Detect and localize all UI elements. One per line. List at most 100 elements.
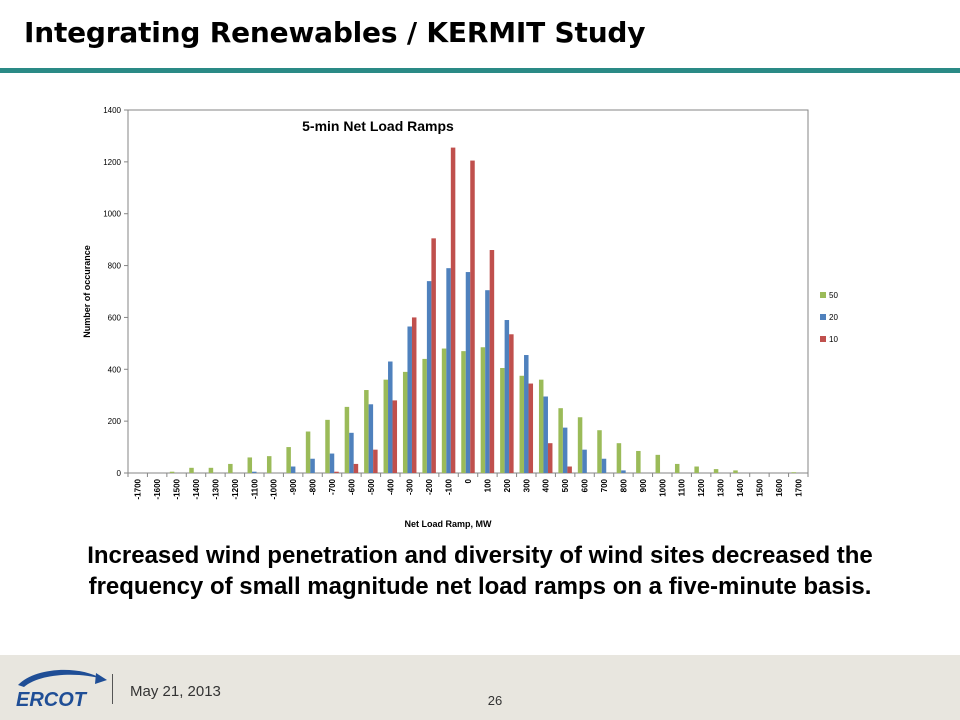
x-tick-label: -800 [309,478,318,495]
y-tick-label: 0 [117,469,122,478]
bar-20-gw [562,427,568,473]
bar-50-gw [325,419,330,473]
x-tick-label: -400 [386,478,395,495]
legend-label: 10 GW (2011) [829,335,840,344]
x-tick-label: -1100 [250,478,259,499]
bar-50-gw [519,375,525,473]
x-tick-label: 1200 [697,478,706,496]
title-rule [0,68,960,73]
x-tick-label: 1500 [755,478,764,496]
bar-10-gw-2011 [334,471,339,473]
x-tick-label: -1600 [153,478,162,499]
bar-20-gw [329,453,335,473]
logo-text: ERCOT [16,689,88,709]
bar-20-gw [290,466,296,473]
bar-50-gw [558,408,563,473]
footer-date: May 21, 2013 [130,683,221,700]
bar-50-gw [577,417,583,473]
x-tick-label: -1300 [211,478,220,499]
x-tick-label: -1400 [192,478,201,499]
bar-50-gw [422,358,427,473]
bar-50-gw [364,390,369,473]
bar-50-gw [500,367,505,473]
x-tick-label: -700 [328,478,337,495]
bar-50-gw [713,469,719,473]
bar-10-gw-2011 [373,449,378,473]
x-tick-label: 1700 [794,478,803,496]
bar-20-gw [407,326,412,473]
y-tick-label: 1000 [103,210,121,219]
bar-10-gw-2011 [567,466,572,473]
bar-50-gw [461,351,466,473]
bar-20-gw [543,396,548,473]
bar-20-gw [310,458,315,473]
bar-50-gw [674,463,680,473]
x-tick-label: -300 [406,478,415,495]
bar-20-gw [582,449,587,473]
bar-20-gw [388,361,393,473]
x-tick-label: 500 [561,478,570,492]
x-tick-label: 900 [639,478,648,492]
footer: ERCOT May 21, 2013 26 [0,655,960,720]
x-axis-title: Net Load Ramp, MW [405,519,493,529]
bar-10-gw-2011 [411,317,417,473]
bar-10-gw-2011 [353,463,359,473]
bar-20-gw [601,458,607,473]
x-tick-label: 1100 [678,478,687,496]
bar-50-gw [383,379,389,473]
bar-20-gw [465,272,471,473]
bar-20-gw [485,290,490,473]
slide-caption: Increased wind penetration and diversity… [87,542,873,600]
bar-10-gw-2011 [489,250,495,473]
y-tick-label: 400 [108,365,122,374]
x-tick-label: 0 [464,478,473,483]
bar-50-gw [247,457,253,473]
slide-title: Integrating Renewables / KERMIT Study [24,16,646,49]
bar-20-gw [349,432,354,473]
x-tick-label: -100 [445,478,454,495]
y-tick-label: 600 [108,313,122,322]
x-tick-label: 700 [600,478,609,492]
bar-50-gw [694,466,699,473]
x-tick-label: 800 [619,478,628,492]
bar-50-gw [791,472,797,473]
bar-50-gw [286,447,291,473]
x-tick-label: 200 [503,478,512,492]
x-tick-label: 600 [581,478,590,492]
bar-20-gw [524,355,529,473]
bar-50-gw [538,379,544,473]
page-number: 26 [487,693,503,708]
legend-swatch [820,336,826,342]
bar-10-gw-2011 [470,160,475,473]
bar-20-gw [621,470,626,473]
bar-10-gw-2011 [509,334,514,473]
y-tick-label: 200 [108,417,122,426]
bar-10-gw-2011 [431,238,436,473]
bar-50-gw [597,430,602,473]
y-tick-label: 1400 [103,106,121,115]
x-tick-label: -200 [425,478,434,495]
legend-label: 50 GW [829,291,840,300]
y-tick-label: 800 [108,262,122,271]
bar-50-gw [616,443,622,473]
bar-50-gw [305,431,311,473]
bar-50-gw [655,454,661,473]
bar-10-gw-2011 [547,443,553,473]
bar-50-gw [344,406,350,473]
bar-50-gw [266,456,272,473]
x-tick-label: -900 [289,478,298,495]
legend-swatch [820,292,826,298]
x-tick-label: -500 [367,478,376,495]
chart-title: 5-min Net Load Ramps [302,118,454,134]
bar-50-gw [636,450,641,473]
y-axis-title: Number of occurance [82,245,92,338]
bar-50-gw [480,347,486,473]
x-tick-label: 1000 [658,478,667,496]
x-tick-label: 400 [542,478,551,492]
x-tick-label: 1600 [775,478,784,496]
bar-50-gw [402,371,408,473]
y-tick-label: 1200 [103,158,121,167]
bar-20-gw [252,471,257,473]
bar-10-gw-2011 [528,383,534,473]
